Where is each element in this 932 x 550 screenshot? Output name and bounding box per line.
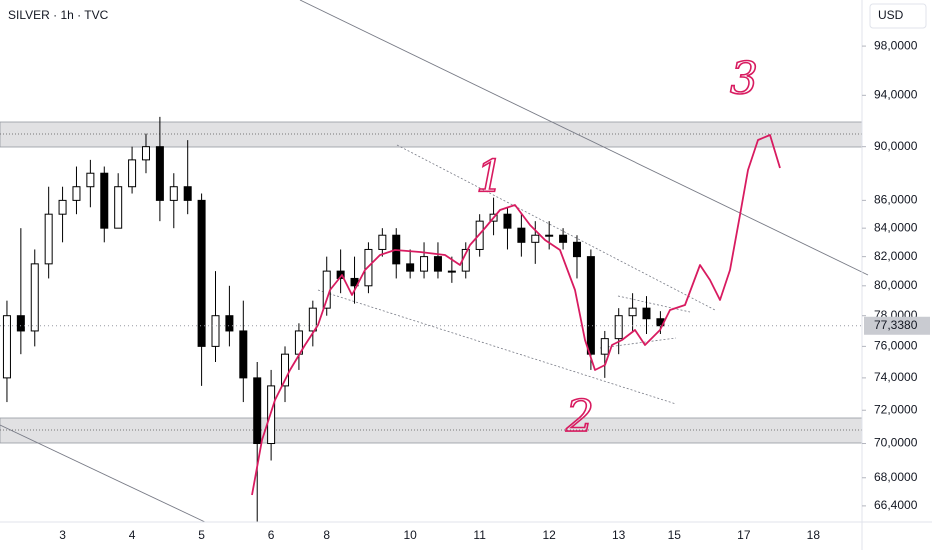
trend-line [299, 0, 869, 276]
x-tick-label: 18 [807, 528, 821, 542]
x-tick-label: 11 [473, 528, 486, 542]
candle-body [503, 213, 512, 229]
candle-body [545, 234, 554, 237]
candle-body [197, 199, 206, 347]
candle-body [447, 270, 456, 273]
candle-body [183, 186, 192, 201]
candle-body [336, 270, 345, 279]
y-tick-label: 82,0000 [874, 249, 918, 263]
candle-body [308, 307, 317, 332]
currency: USD [878, 8, 904, 22]
candle-body [30, 263, 39, 332]
hand-drawing: 1 2 3 [251, 53, 781, 496]
candle-body [86, 172, 95, 188]
candle-body [642, 307, 651, 320]
y-tick-label: 98,0000 [874, 38, 918, 52]
candle-body [572, 241, 581, 258]
last-price-label: 77,3380 [874, 318, 918, 332]
candle-body [58, 199, 67, 215]
x-tick-label: 12 [542, 528, 556, 542]
candle-body [211, 315, 220, 347]
candle-body [44, 213, 53, 265]
x-tick-label: 5 [198, 528, 205, 542]
x-tick-label: 6 [268, 528, 275, 542]
candle-body [16, 315, 25, 332]
candle-body [169, 186, 178, 201]
candle-body [239, 330, 248, 379]
candles [2, 116, 665, 522]
x-tick-label: 4 [129, 528, 136, 542]
candle-body [2, 315, 11, 379]
x-tick-label: 3 [59, 528, 66, 542]
y-tick-label: 68,0000 [874, 470, 918, 484]
y-tick-label: 90,0000 [874, 139, 918, 153]
candle-body [225, 315, 234, 332]
y-tick-label: 70,0000 [874, 436, 918, 450]
candle-body [433, 256, 442, 272]
y-tick-label: 80,0000 [874, 278, 918, 292]
candle-body [281, 353, 290, 387]
y-tick-label: 72,0000 [874, 402, 918, 416]
zone [0, 121, 863, 148]
candle-body [517, 227, 526, 243]
last-price-badge [864, 316, 930, 335]
y-tick-label: 86,0000 [874, 193, 918, 207]
candle-body [406, 263, 415, 272]
candle-body [600, 338, 609, 355]
y-tick-label: 84,0000 [874, 220, 918, 234]
annotation: 3 [730, 54, 758, 105]
candle-body [531, 234, 540, 243]
candle-body [128, 159, 137, 188]
y-tick-label: 66,4000 [874, 498, 918, 512]
y-tick-label: 94,0000 [874, 87, 918, 101]
annotation: 2 [565, 392, 594, 443]
candle-body [141, 146, 150, 161]
annotation: 1 [476, 152, 504, 203]
candle-body [559, 234, 568, 243]
candle-body [114, 186, 123, 229]
candle-body [155, 146, 164, 201]
candle-body [586, 256, 595, 355]
y-tick-label: 76,0000 [874, 339, 918, 353]
x-tick-label: 10 [403, 528, 417, 542]
x-tick-label: 15 [668, 528, 682, 542]
candle-body [614, 315, 623, 340]
candle-body [100, 172, 109, 229]
x-tick-label: 13 [612, 528, 626, 542]
y-tick-label: 74,0000 [874, 370, 918, 384]
candle-body [378, 234, 387, 250]
x-tick-label: 8 [323, 528, 330, 542]
candle-body [72, 186, 81, 201]
hand-path [251, 134, 781, 496]
candle-body [628, 307, 637, 317]
currency-box[interactable] [869, 3, 927, 29]
candle-body [420, 256, 429, 272]
trend-line [0, 424, 206, 523]
channel-line [317, 289, 677, 405]
channel-line [599, 337, 677, 349]
candle-body [253, 377, 262, 445]
chart-title: SILVER · 1h · TVC [8, 8, 109, 22]
channel-line [617, 295, 691, 313]
drawings [0, 0, 869, 523]
x-tick-label: 17 [737, 528, 751, 542]
